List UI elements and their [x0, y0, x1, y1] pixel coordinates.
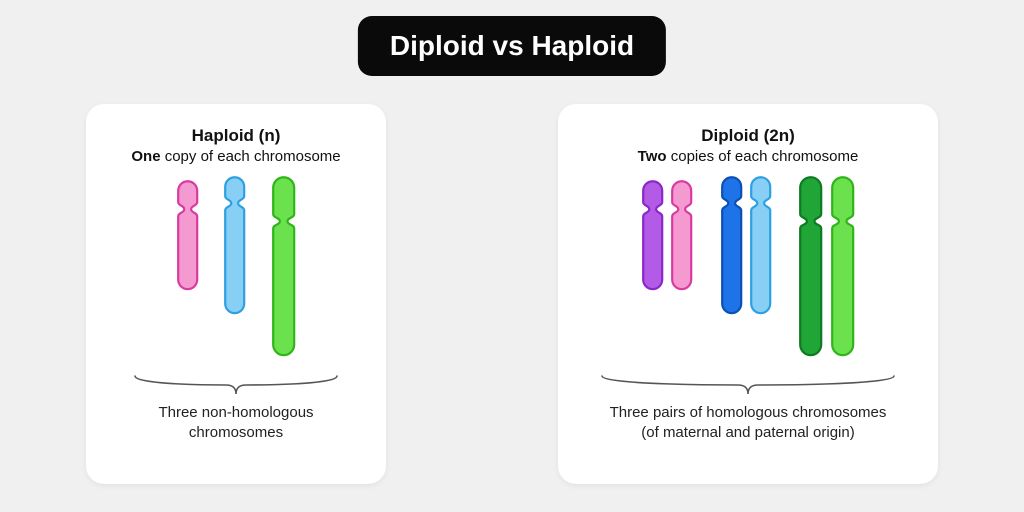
- chromosome-icon: [223, 175, 246, 320]
- diploid-caption-line2: (of maternal and paternal origin): [641, 424, 854, 441]
- haploid-caption-line1: Three non-homologous: [158, 404, 313, 421]
- haploid-sub-rest: copy of each chromosome: [161, 148, 341, 165]
- haploid-subtitle: One copy of each chromosome: [104, 148, 368, 165]
- page-title: Diploid vs Haploid: [390, 30, 634, 61]
- haploid-sub-bold: One: [131, 148, 160, 165]
- chromosome-icon: [176, 179, 199, 296]
- diploid-brace: [576, 373, 920, 401]
- haploid-caption: Three non-homologous chromosomes: [104, 403, 368, 442]
- diploid-chromosome-stage: [576, 179, 920, 369]
- chromosome-icon: [798, 175, 823, 362]
- haploid-brace: [104, 373, 368, 401]
- chromosome-icon: [830, 175, 855, 362]
- haploid-chromosome-stage: [104, 179, 368, 369]
- diploid-sub-bold: Two: [638, 148, 667, 165]
- diploid-card: Diploid (2n) Two copies of each chromoso…: [558, 104, 938, 484]
- chromosome-icon: [271, 175, 296, 362]
- haploid-caption-line2: chromosomes: [189, 424, 283, 441]
- diploid-caption: Three pairs of homologous chromosomes (o…: [576, 403, 920, 442]
- diploid-subtitle: Two copies of each chromosome: [576, 148, 920, 165]
- chromosome-icon: [670, 179, 693, 296]
- chromosome-icon: [641, 179, 664, 296]
- page-title-banner: Diploid vs Haploid: [358, 16, 666, 76]
- diploid-caption-line1: Three pairs of homologous chromosomes: [610, 404, 887, 421]
- haploid-title: Haploid (n): [104, 126, 368, 146]
- chromosome-icon: [720, 175, 743, 320]
- haploid-card: Haploid (n) One copy of each chromosome …: [86, 104, 386, 484]
- diploid-sub-rest: copies of each chromosome: [667, 148, 859, 165]
- diploid-title: Diploid (2n): [576, 126, 920, 146]
- chromosome-icon: [749, 175, 772, 320]
